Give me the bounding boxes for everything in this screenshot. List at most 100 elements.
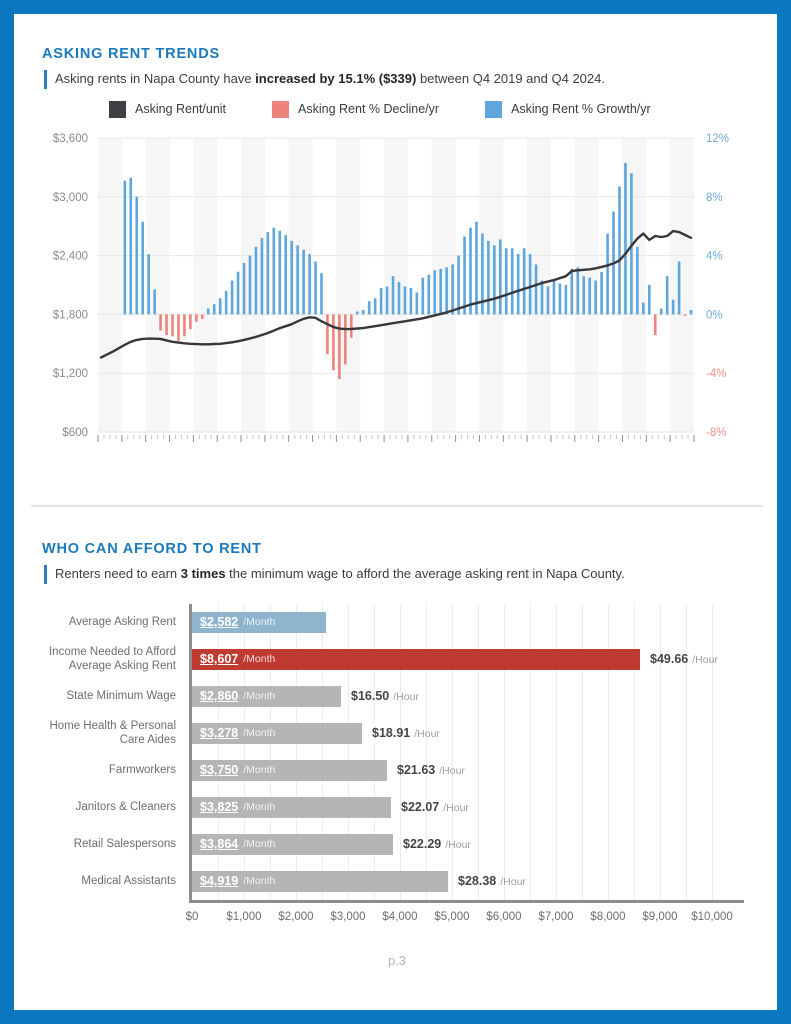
monthly-value: $8,607 [200,652,239,667]
callout-accent-bar [44,564,47,584]
monthly-suffix: /Month [243,801,276,814]
right-axis-label: -8% [706,427,726,439]
rent-growth-bar [296,245,299,315]
rent-growth-bar [564,284,568,315]
rent-growth-bar [642,302,645,315]
rent-growth-bar [522,248,526,315]
rent-growth-bar [659,308,663,315]
afford-row: $8,607/Month $49.66/Hour [192,641,744,678]
rent-growth-bar [367,301,371,315]
rent-growth-bar [504,248,508,315]
afford-category-label: Janitors & Cleaners [75,801,176,813]
left-axis-label: $3,600 [53,133,88,145]
monthly-value: $3,864 [200,837,239,852]
left-axis-label: $3,000 [53,192,88,204]
rent-growth-bar [385,286,389,315]
monthly-value: $3,278 [200,726,239,741]
grid-line [478,603,479,900]
rent-growth-bar [594,280,597,315]
right-axis-label: -4% [706,368,726,380]
rent-growth-bar [248,255,252,315]
monthly-suffix: /Month [243,690,276,703]
section-divider [31,504,763,507]
hourly-label: $22.29/Hour [403,835,471,853]
rent-growth-bar [409,287,413,315]
rent-decline-bar [183,314,186,337]
afford-row: $2,582/Month [192,604,744,641]
rent-growth-bar [236,271,240,315]
afford-subtitle: Renters need to earn 3 times the minimum… [55,565,625,584]
monthly-value: $2,860 [200,689,239,704]
year-band [145,137,170,432]
grid-line [452,603,453,900]
afford-bar: $2,860/Month [192,685,341,707]
grid-line [712,603,713,900]
rent-growth-bar [314,261,317,315]
hourly-label: $18.91/Hour [372,724,440,742]
rent-decline-bar [165,314,168,335]
rent-trends-svg: $3,600 12% $3,000 8% $2,400 4% $1,800 0% $1,200 -… [53,133,729,442]
subtitle-highlight: 3 times [180,565,226,581]
rent-growth-bar [272,227,276,315]
rent-growth-bar [397,281,401,315]
asking-rent-line [99,229,693,359]
year-band [622,137,647,432]
rent-growth-bar [630,173,633,315]
afford-chart-body: Average Asking Rent Income Needed to Affo… [31,603,763,903]
afford-section: WHO CAN AFFORD TO RENT Renters need to e… [31,541,763,933]
afford-row: $3,278/Month $18.91/Hour [192,715,744,752]
grid-line [244,603,245,900]
afford-row: $3,825/Month $22.07/Hour [192,789,744,826]
rent-trends-section: ASKING RENT TRENDS Asking rents in Napa … [31,46,763,449]
rent-growth-bar [373,298,377,315]
year-band [431,137,456,432]
rent-growth-bar [665,276,669,315]
rent-decline-bar [653,314,657,335]
hourly-label: $21.63/Hour [397,761,465,779]
rent-decline-bar [171,314,174,337]
left-axis-label: $1,200 [53,368,88,380]
subtitle-text: between Q4 2019 and Q4 2024. [416,71,605,86]
rent-growth-bar [260,237,264,315]
hourly-suffix: /Hour [393,691,419,704]
afford-title: WHO CAN AFFORD TO RENT [42,540,262,557]
hourly-value: $49.66 [650,652,689,667]
decline-swatch-icon [272,100,290,118]
monthly-value: $2,582 [200,615,239,630]
hourly-label: $22.07/Hour [401,798,469,816]
afford-x-axis-labels: $0 $1,000 $2,000 $3,000 $4,000 $5,000 $6,000 $7… [186,903,763,933]
rent-growth-bar [493,245,496,315]
rent-growth-bar [153,289,156,315]
rent-growth-bar [516,253,520,315]
rent-growth-bar [123,180,127,315]
grid-line [374,603,375,900]
rent-growth-bar [433,270,437,315]
afford-category-label: Medical Assistants [81,875,176,887]
hourly-label: $16.50/Hour [351,687,419,705]
rent-chart-legend: Asking Rent/unit Asking Rent % Decline/y… [109,100,763,118]
rent-growth-bar [230,280,234,315]
grid-line [504,603,505,900]
afford-callout: Renters need to earn 3 times the minimum… [44,564,763,584]
afford-x-tick-label: $10,000 [691,910,733,923]
year-band [98,137,122,432]
rent-decline-bar [159,314,162,331]
hourly-value: $16.50 [351,689,390,704]
afford-bar: $3,864/Month [192,833,393,855]
afford-category-label: Farmworkers [108,764,176,776]
rent-growth-bar [487,240,490,315]
afford-x-tick-label: $6,000 [486,910,522,923]
grid-line [556,603,557,900]
rent-growth-bar [618,186,621,315]
rent-decline-bar [332,314,335,371]
right-axis-label: 4% [706,250,723,262]
grid-line [348,603,349,900]
grid-line [426,603,427,900]
rent-growth-bar [498,239,502,315]
monthly-suffix: /Month [243,875,276,888]
hourly-suffix: /Hour [692,654,718,667]
rent-growth-bar [415,292,419,315]
rent-growth-bar [624,162,627,315]
grid-line [634,603,635,900]
